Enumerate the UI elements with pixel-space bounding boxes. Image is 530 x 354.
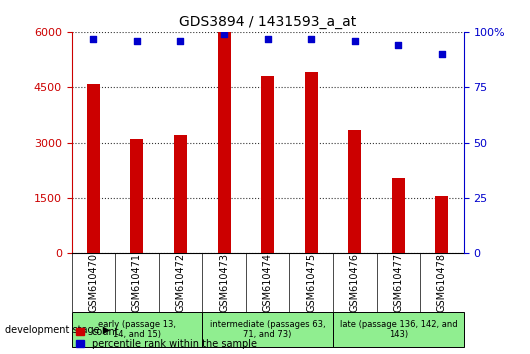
Text: GSM610472: GSM610472	[175, 253, 186, 313]
Title: GDS3894 / 1431593_a_at: GDS3894 / 1431593_a_at	[179, 16, 356, 29]
Text: early (passage 13,
14, and 15): early (passage 13, 14, and 15)	[98, 320, 176, 339]
Text: GSM610478: GSM610478	[437, 253, 447, 313]
Bar	[348, 130, 361, 253]
Point	[438, 51, 446, 57]
Bar	[130, 139, 144, 253]
Point	[307, 36, 315, 41]
Point	[220, 31, 228, 37]
Bar	[202, 313, 333, 347]
Bar	[174, 135, 187, 253]
Bar	[436, 196, 448, 253]
Legend: count, percentile rank within the sample: count, percentile rank within the sample	[76, 327, 257, 349]
Bar	[261, 76, 274, 253]
Bar	[217, 32, 231, 253]
Text: intermediate (passages 63,
71, and 73): intermediate (passages 63, 71, and 73)	[210, 320, 325, 339]
Bar	[305, 73, 318, 253]
Text: GSM610474: GSM610474	[263, 253, 272, 313]
Bar	[87, 84, 100, 253]
Point	[350, 38, 359, 44]
Point	[263, 36, 272, 41]
Text: GSM610470: GSM610470	[89, 253, 99, 313]
Text: GSM610477: GSM610477	[393, 253, 403, 313]
Text: GSM610475: GSM610475	[306, 253, 316, 313]
Point	[89, 36, 98, 41]
Bar	[333, 313, 464, 347]
Point	[132, 38, 141, 44]
Bar	[392, 178, 405, 253]
Point	[394, 42, 403, 48]
Text: GSM610471: GSM610471	[132, 253, 142, 313]
Text: development stage ▶: development stage ▶	[5, 325, 111, 335]
Text: GSM610473: GSM610473	[219, 253, 229, 313]
Bar	[72, 313, 202, 347]
Text: late (passage 136, 142, and
143): late (passage 136, 142, and 143)	[340, 320, 457, 339]
Point	[176, 38, 185, 44]
Text: GSM610476: GSM610476	[350, 253, 360, 313]
